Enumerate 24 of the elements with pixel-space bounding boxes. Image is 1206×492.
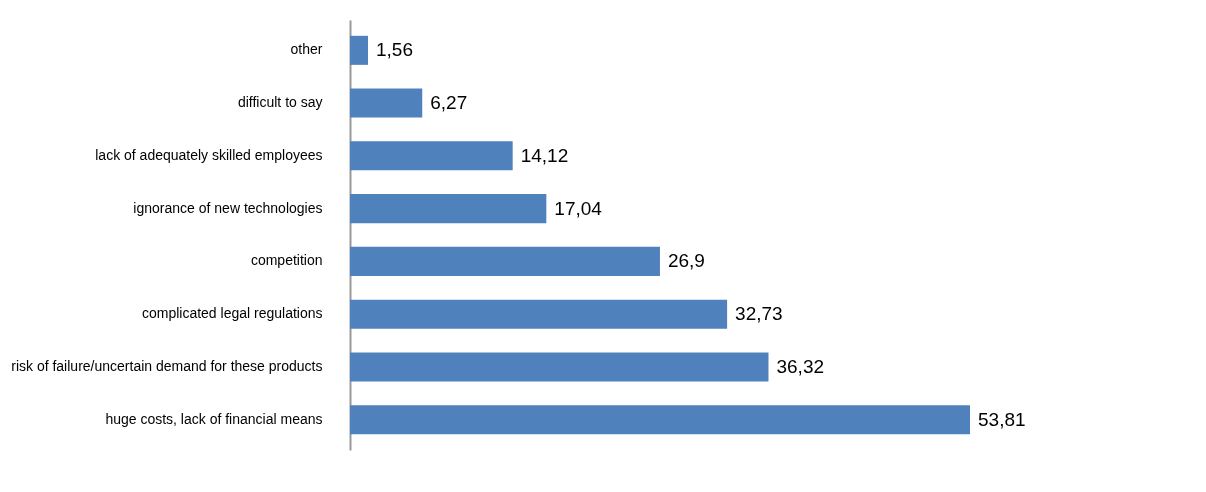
y-tick-label: other [290,41,323,58]
bar [350,35,368,65]
y-tick-label: complicated legal regulations [141,305,323,322]
bar [350,246,660,276]
data-label: 26,9 [667,250,705,272]
bar [350,405,970,435]
y-tick-label: ignorance of new technologies [133,199,323,216]
bar [350,194,547,224]
bar [350,352,769,382]
y-tick-label: difficult to say [237,94,323,111]
data-label: 53,81 [978,408,1026,430]
bar [350,88,423,118]
data-label: 36,32 [776,355,825,377]
y-tick-label: huge costs, lack of financial means [105,410,323,427]
y-tick-label: lack of adequately skilled employees [95,146,323,163]
y-tick-label: risk of failure/uncertain demand for these products [11,357,323,374]
y-tick-label: competition [250,252,323,269]
bar [350,141,513,171]
data-label: 14,12 [520,144,569,166]
data-label: 32,73 [735,303,783,325]
bar [350,299,728,329]
data-label: 17,04 [554,197,603,219]
data-label: 6,27 [430,92,468,114]
data-label: 1,56 [375,39,413,61]
